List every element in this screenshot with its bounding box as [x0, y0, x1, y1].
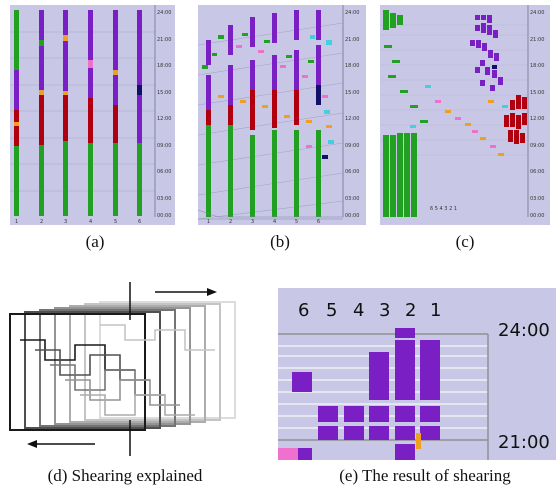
panel-a-column-labels: 1 2 3 4 5 6	[15, 219, 141, 225]
panel-b: 24:00 21:00 18:00 15:00 12:00 09:00 06:0…	[197, 5, 366, 225]
column-label: 6	[298, 300, 309, 321]
column-label: 4	[89, 219, 92, 225]
time-label: 06:00	[530, 169, 544, 175]
time-label: 00:00	[345, 213, 359, 219]
column-2	[39, 10, 44, 216]
time-label: 06:00	[345, 169, 359, 175]
time-label: 09:00	[345, 143, 359, 149]
column-label: 4	[273, 219, 276, 225]
time-label: 24:00	[157, 10, 171, 16]
time-label: 15:00	[530, 90, 544, 96]
zoom-orange-block	[416, 433, 421, 449]
time-label: 18:00	[157, 63, 171, 69]
panel-a: 24:00 21:00 18:00 15:00 12:00 09:00 06:0…	[10, 5, 175, 225]
time-label: 09:00	[157, 143, 171, 149]
caption-c: (c)	[455, 232, 475, 251]
time-label: 00:00	[530, 213, 544, 219]
column-label: 5	[295, 219, 298, 225]
time-label: 21:00	[530, 37, 544, 43]
time-label: 18:00	[345, 63, 359, 69]
panel-c-red-cluster	[504, 95, 527, 144]
column-label: 6	[138, 219, 141, 225]
column-label: 6	[317, 219, 320, 225]
time-label: 21:00	[157, 37, 171, 43]
column-label: 3	[251, 219, 254, 225]
time-label: 15:00	[345, 90, 359, 96]
column-4	[88, 10, 93, 216]
caption-d: (d) Shearing explained	[47, 466, 203, 485]
panel-a-columns	[14, 10, 142, 216]
column-label: 3	[379, 300, 390, 321]
panel-b-background	[198, 5, 366, 225]
time-label: 12:00	[345, 116, 359, 122]
panel-c-purple-cluster	[470, 15, 503, 91]
zoom-time-top: 24:00	[498, 320, 550, 341]
panel-c-green-block	[383, 10, 428, 217]
column-5	[113, 10, 118, 216]
shearing-result-zoom: 6 5 4 3 2 1	[278, 288, 556, 460]
zoom-pink-block	[278, 448, 298, 460]
arrow-right	[155, 288, 217, 296]
panel-b-columns	[202, 10, 334, 217]
caption-e: (e) The result of shearing	[339, 466, 511, 485]
column-label: 1	[207, 219, 210, 225]
zoom-time-bottom: 21:00	[498, 432, 550, 453]
inner-paths	[20, 324, 215, 416]
panel-a-gridlines	[10, 31, 155, 192]
column-label: 1	[15, 219, 18, 225]
panel-e: 6 5 4 3 2 1	[278, 288, 556, 460]
column-label: 3	[64, 219, 67, 225]
panel-b-floor	[197, 209, 343, 220]
time-label: 00:00	[157, 213, 171, 219]
time-label: 03:00	[530, 196, 544, 202]
time-label: 15:00	[157, 90, 171, 96]
zoom-column-labels: 6 5 4 3 2 1	[298, 300, 441, 321]
panel-a-time-labels: 24:00 21:00 18:00 15:00 12:00 09:00 06:0…	[157, 10, 171, 219]
column-label: 2	[229, 219, 232, 225]
column-label: 4	[353, 300, 364, 321]
column-label: 5	[114, 219, 117, 225]
column-label: 5	[326, 300, 337, 321]
time-label: 06:00	[157, 169, 171, 175]
time-label: 21:00	[345, 37, 359, 43]
panel-c-time-labels: 24:00 21:00 18:00 15:00 12:00 09:00 06:0…	[530, 10, 544, 219]
column-3	[63, 10, 68, 216]
panel-c-chart: 6 5 4 3 2 1 24:00 21:00 18:00 15:00 12:0…	[380, 5, 550, 225]
arrow-left	[27, 440, 95, 448]
column-label: 2	[40, 219, 43, 225]
time-label: 09:00	[530, 143, 544, 149]
panel-b-chart: 24:00 21:00 18:00 15:00 12:00 09:00 06:0…	[197, 5, 366, 225]
time-label: 24:00	[530, 10, 544, 16]
sheared-layers	[9, 301, 236, 431]
column-label: 2	[405, 300, 416, 321]
time-label: 03:00	[345, 196, 359, 202]
shearing-diagram	[9, 282, 236, 456]
zoom-purple-blocks	[292, 328, 440, 460]
column-1	[14, 10, 19, 216]
caption-a: (a)	[85, 232, 105, 251]
time-label: 12:00	[157, 116, 171, 122]
time-label: 03:00	[157, 196, 171, 202]
panel-c: 6 5 4 3 2 1 24:00 21:00 18:00 15:00 12:0…	[380, 5, 550, 225]
panel-c-small-marks	[410, 85, 508, 156]
panel-d	[5, 280, 250, 460]
panel-b-column-labels: 1 2 3 4 5 6	[207, 219, 320, 225]
panel-a-chart: 24:00 21:00 18:00 15:00 12:00 09:00 06:0…	[10, 5, 175, 225]
time-label: 24:00	[345, 10, 359, 16]
caption-b: (b)	[270, 232, 290, 251]
column-label: 1	[430, 300, 441, 321]
panel-b-time-labels: 24:00 21:00 18:00 15:00 12:00 09:00 06:0…	[345, 10, 359, 219]
column-6	[137, 10, 142, 216]
time-label: 18:00	[530, 63, 544, 69]
panel-c-column-labels: 6 5 4 3 2 1	[430, 206, 457, 212]
time-label: 12:00	[530, 116, 544, 122]
